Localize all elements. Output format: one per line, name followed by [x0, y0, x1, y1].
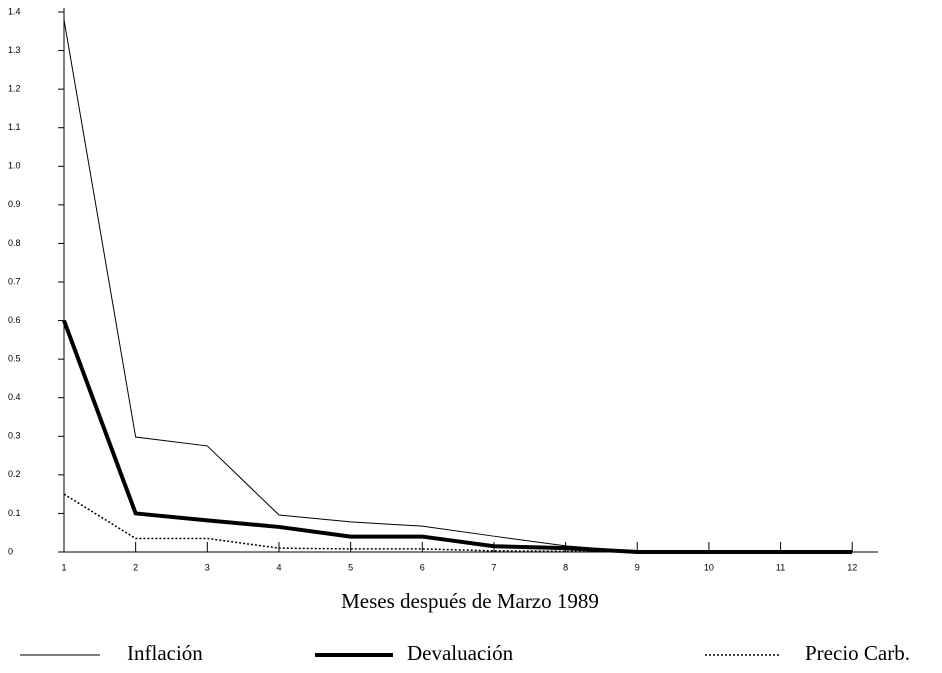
x-axis-label: Meses después de Marzo 1989	[341, 589, 599, 613]
x-tick-label: 2	[133, 562, 138, 572]
x-tick-label: 5	[348, 562, 353, 572]
y-tick-label: 1.0	[8, 161, 21, 171]
x-tick-label: 3	[205, 562, 210, 572]
data-line	[63, 19, 853, 553]
x-tick-label: 1	[61, 562, 66, 572]
y-tick-label: 0.5	[8, 354, 21, 364]
x-tick-label: 11	[776, 562, 785, 572]
legend-label: Inflación	[127, 641, 203, 665]
y-tick-label: 0	[8, 546, 13, 556]
y-tick-label: 1.2	[8, 84, 21, 94]
x-tick-label: 4	[276, 562, 281, 572]
y-tick-label: 1.1	[8, 122, 21, 132]
y-tick-label: 0.7	[8, 276, 21, 286]
y-tick-label: 0.8	[8, 238, 21, 248]
y-tick-label: 0.9	[8, 199, 21, 209]
x-tick-label: 12	[847, 562, 857, 572]
x-tick-label: 8	[563, 562, 568, 572]
y-tick-label: 1.4	[8, 6, 21, 16]
data-line	[62, 319, 853, 554]
legend-label: Precio Carb.	[805, 641, 910, 665]
x-tick-label: 6	[420, 562, 425, 572]
y-tick-label: 0.6	[8, 315, 21, 325]
x-tick-label: 9	[635, 562, 640, 572]
y-tick-label: 1.3	[8, 45, 21, 55]
y-tick-label: 0.3	[8, 431, 21, 441]
legend-label: Devaluación	[407, 641, 514, 665]
y-tick-label: 0.1	[8, 508, 21, 518]
y-tick-label: 0.2	[8, 469, 21, 479]
x-tick-label: 10	[704, 562, 714, 572]
y-tick-label: 0.4	[8, 392, 21, 402]
x-tick-label: 7	[491, 562, 496, 572]
